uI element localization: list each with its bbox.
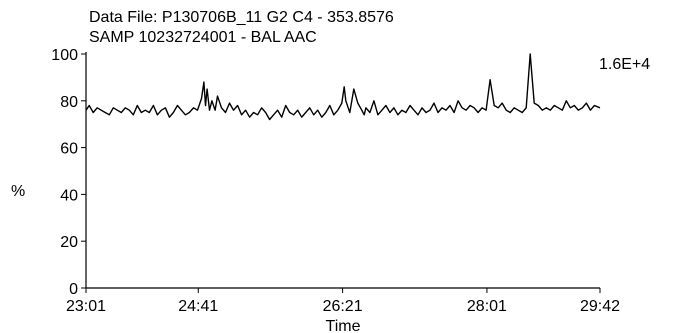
x-tick-label: 29:42: [580, 298, 620, 315]
chart-header-line-1: Data File: P130706B_11 G2 C4 - 353.8576: [89, 9, 394, 26]
y-axis-label: %: [11, 183, 25, 200]
x-ticks: 23:01 24:41 26:21 28:01 29:42: [66, 288, 620, 315]
y-ticks: 0 20 40 60 80 100: [51, 47, 86, 298]
x-tick-label: 23:01: [66, 298, 106, 315]
x-axis-label: Time: [326, 318, 361, 333]
chart-header-line-2: SAMP 10232724001 - BAL AAC: [89, 29, 317, 46]
x-tick-label: 28:01: [467, 298, 507, 315]
y-tick-label: 100: [51, 47, 78, 64]
series-line: [85, 53, 601, 121]
y-scale-label: 1.6E+4: [599, 56, 650, 73]
y-tick-label: 60: [60, 141, 78, 158]
x-tick-label: 24:41: [178, 298, 218, 315]
y-tick-label: 40: [60, 187, 78, 204]
series-group: [85, 53, 601, 121]
y-tick-label: 0: [69, 281, 78, 298]
y-tick-label: 20: [60, 234, 78, 251]
x-tick-label: 26:21: [323, 298, 363, 315]
y-tick-label: 80: [60, 94, 78, 111]
